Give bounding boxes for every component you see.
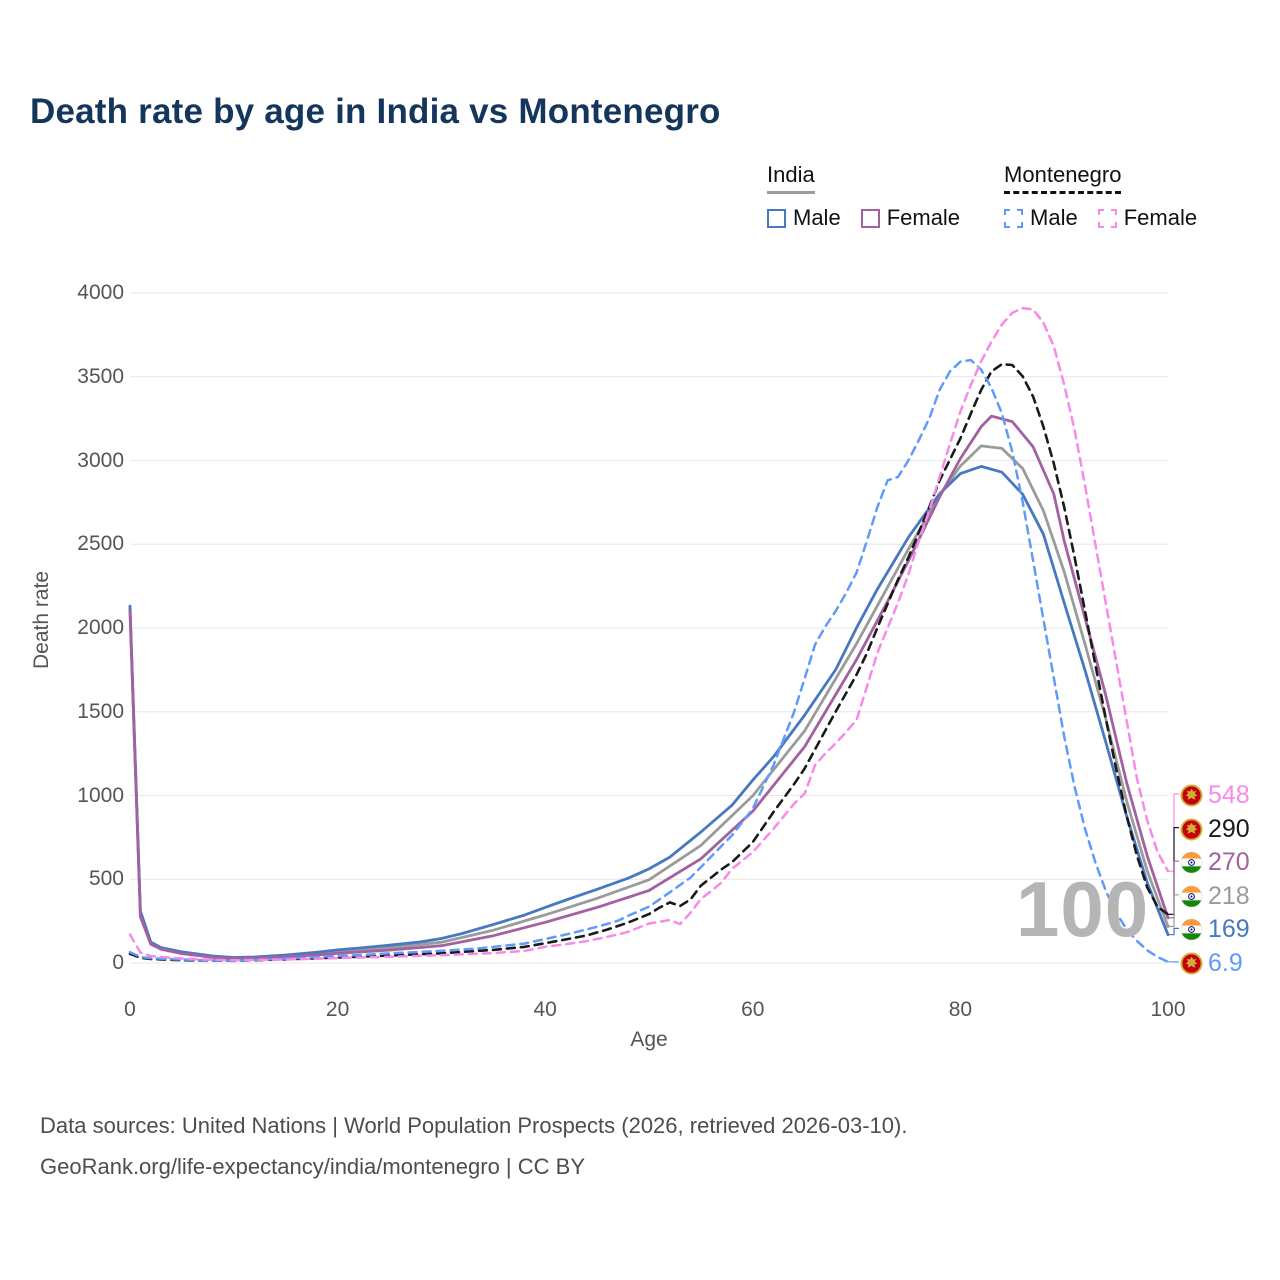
india-flag-icon (1180, 885, 1203, 908)
legend-item-label: Male (793, 205, 841, 230)
footer-sources: Data sources: United Nations | World Pop… (40, 1113, 908, 1138)
legend-swatch (860, 208, 880, 228)
legend-item-label: Male (1030, 205, 1078, 230)
legend-swatch (1004, 208, 1024, 228)
end-label-connector (1168, 860, 1179, 919)
end-label-value: 548 (1208, 781, 1250, 809)
legend-swatch (1097, 208, 1117, 228)
india-flag-icon (1180, 919, 1203, 941)
hover-age-annotation: 100 (1016, 865, 1150, 953)
series-line-india-female[interactable] (128, 414, 1170, 960)
end-label-connector (1168, 894, 1179, 928)
legend-group-india: India Male Female (767, 162, 960, 231)
end-label-india-both: 218 (1180, 882, 1250, 911)
series-line-montenegro-male[interactable] (128, 358, 1170, 964)
x-tick-label: 80 (948, 998, 973, 1021)
x-tick-label: 60 (741, 998, 765, 1021)
y-tick-label: 500 (88, 867, 124, 891)
y-tick-label: 0 (112, 951, 124, 974)
x-tick-label: 100 (1150, 998, 1186, 1021)
end-label-montenegro-male: 6.9 (1180, 949, 1243, 978)
legend-swatch (767, 208, 786, 228)
end-label-montenegro-female: 548 (1180, 781, 1250, 810)
x-axis-title: Age (630, 1028, 668, 1051)
x-tick-label: 40 (533, 998, 557, 1021)
y-tick-label: 4000 (77, 281, 124, 304)
montenegro-flag-icon (1180, 818, 1203, 841)
legend-item-india-female[interactable]: Female (860, 205, 961, 231)
y-tick-label: 3000 (77, 448, 124, 472)
legend-group-title: India (767, 162, 815, 194)
end-label-value: 290 (1208, 814, 1250, 843)
india-flag-icon (1180, 851, 1203, 874)
legend-group-montenegro: Montenegro Male Female (1004, 162, 1197, 231)
legend-group-title: Montenegro (1004, 162, 1122, 194)
footer-url: GeoRank.org/life-expectancy/india/monten… (40, 1153, 585, 1179)
y-tick-label: 1500 (77, 699, 124, 723)
series-line-montenegro-both[interactable] (128, 362, 1170, 963)
end-label-india-male: 169 (1180, 915, 1250, 944)
montenegro-flag-icon (1180, 784, 1203, 807)
end-label-value: 270 (1208, 848, 1250, 877)
y-tick-label: 3500 (77, 364, 124, 388)
y-tick-label: 2000 (77, 616, 124, 639)
legend-item-india-male[interactable]: Male (767, 205, 841, 231)
legend-item-label: Female (1123, 205, 1198, 230)
y-tick-label: 1000 (77, 783, 124, 807)
legend-item-montenegro-female[interactable]: Female (1097, 205, 1198, 231)
end-label-india-female: 270 (1180, 848, 1250, 877)
x-tick-label: 0 (124, 998, 136, 1021)
footer: Data sources: United Nations | World Pop… (40, 1106, 907, 1187)
x-tick-label: 20 (325, 998, 350, 1021)
y-tick-label: 2500 (77, 532, 124, 556)
montenegro-flag-icon (1180, 952, 1203, 975)
series-line-montenegro-female[interactable] (128, 306, 1170, 962)
end-label-value: 169 (1208, 915, 1250, 944)
legend-item-label: Female (886, 205, 961, 230)
end-label-value: 6.9 (1208, 949, 1243, 977)
legend: India Male Female Montenegro Male Female (767, 162, 1197, 231)
legend-item-montenegro-male[interactable]: Male (1004, 205, 1078, 231)
end-label-value: 218 (1208, 881, 1250, 910)
page-title: Death rate by age in India vs Montenegro (30, 92, 721, 131)
end-label-montenegro-both: 290 (1180, 815, 1250, 844)
y-axis-title: Death rate (30, 570, 53, 670)
end-label-connector (1168, 927, 1179, 936)
series-line-india-both[interactable] (128, 444, 1170, 960)
